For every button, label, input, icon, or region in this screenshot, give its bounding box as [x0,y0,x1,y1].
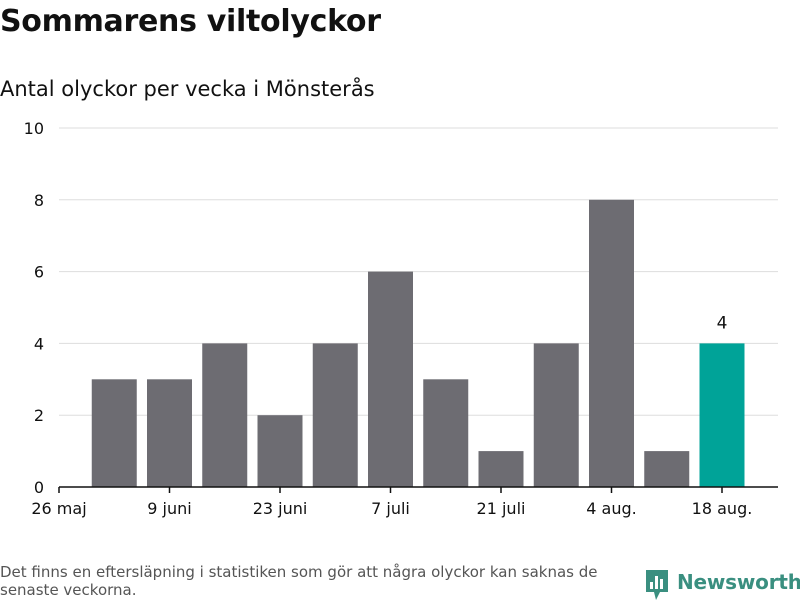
brand-name: Newsworthy [677,570,800,594]
data-labels: 4 [717,313,728,333]
x-tick-label: 21 juli [477,499,526,518]
newsworthy-logo: Newsworthy [644,568,800,602]
bar [533,343,579,487]
bar [368,271,413,487]
bar-chart-icon [646,570,668,600]
bar [589,199,634,488]
y-tick-label: 0 [34,478,44,497]
x-tick-label: 23 juni [253,499,308,518]
y-tick-label: 6 [34,263,44,282]
y-tick-label: 10 [24,119,44,138]
data-label: 4 [717,313,728,333]
gridlines [59,127,778,416]
bar [202,343,248,487]
bar [478,451,524,487]
bar [312,343,358,487]
chart-title: Sommarens viltolyckor [0,4,381,39]
y-tick-label: 2 [34,406,44,425]
x-tick-label: 7 juli [371,499,410,518]
footnote: Det finns en eftersläpning i statistiken… [0,563,598,599]
y-tick-label: 8 [34,191,44,210]
bar [644,451,690,487]
bar [147,379,192,487]
bar [699,343,745,487]
bar [423,379,469,487]
y-axis-ticks: 0 2 4 6 8 10 [24,119,44,497]
bar [91,379,137,487]
x-axis: 26 maj 9 juni 23 juni 7 juli 21 juli 4 aug. 18… [31,486,778,518]
bar-chart: 0 2 4 6 8 10 4 26 maj 9 juni 23 juni 7 juli 21 ju… [24,119,778,518]
x-tick-label: 9 juni [147,499,191,518]
bar [257,415,303,487]
bars [91,199,745,488]
x-tick-label: 18 aug. [692,499,753,518]
x-tick-label: 26 maj [31,499,86,518]
y-tick-label: 4 [34,334,44,353]
x-tick-label: 4 aug. [586,499,636,518]
chart-subtitle: Antal olyckor per vecka i Mönsterås [0,77,375,101]
